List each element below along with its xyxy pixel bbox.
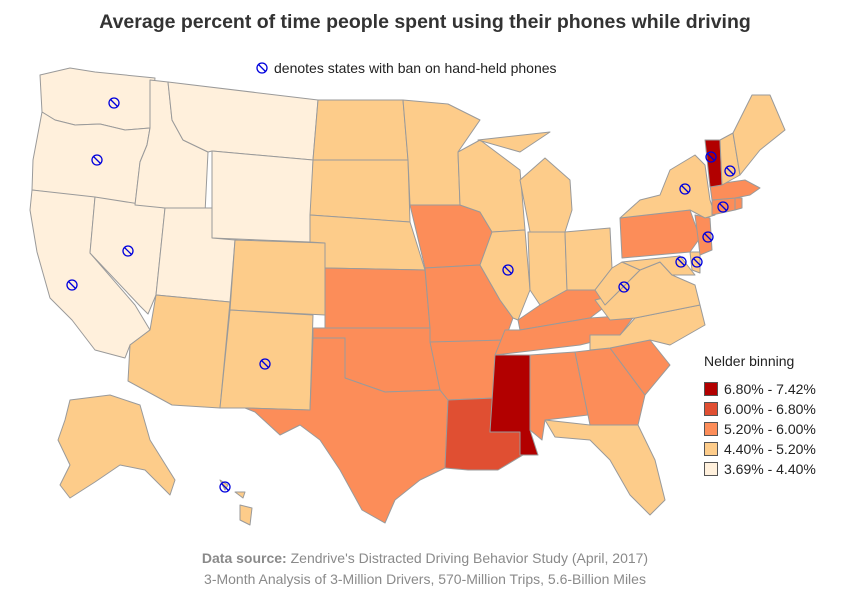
- state-az: [127, 294, 231, 409]
- ban-symbol-icon: [256, 62, 268, 74]
- legend-item-bin-5: 3.69% - 4.40%: [704, 460, 816, 478]
- ban-marker-wa: [108, 97, 120, 109]
- legend-title: Nelder binning: [704, 353, 795, 369]
- state-tx: [244, 337, 449, 524]
- legend-swatch: [704, 442, 718, 456]
- footer-source-label: Data source:: [201, 550, 287, 566]
- legend-swatch: [704, 462, 718, 476]
- legend: Nelder binning 6.80% - 7.42% 6.00% - 6.8…: [704, 353, 816, 480]
- state-tn: [494, 314, 636, 356]
- state-ia: [409, 204, 493, 269]
- legend-item-label: 6.80% - 7.42%: [724, 381, 816, 397]
- state-ne: [309, 214, 426, 271]
- state-il: [479, 229, 531, 321]
- legend-swatch: [704, 402, 718, 416]
- state-sd: [309, 159, 411, 223]
- ban-markers-layer: [66, 97, 736, 493]
- footer-source-text: Zendrive's Distracted Driving Behavior S…: [286, 550, 649, 566]
- legend-item-bin-2: 6.00% - 6.80%: [704, 400, 816, 418]
- ban-marker-ca: [66, 279, 78, 291]
- footer-stats-line: 3-Month Analysis of 3-Million Drivers, 5…: [204, 571, 646, 587]
- ban-marker-nj: [702, 231, 714, 243]
- legend-item-label: 4.40% - 5.20%: [724, 441, 816, 457]
- ban-legend-text: denotes states with ban on hand-held pho…: [274, 60, 557, 76]
- legend-item-bin-4: 4.40% - 5.20%: [704, 440, 816, 458]
- legend-item-bin-1: 6.80% - 7.42%: [704, 380, 816, 398]
- state-wy: [211, 150, 314, 243]
- states-layer: [29, 67, 786, 526]
- state-nm: [219, 309, 314, 411]
- state-co: [229, 239, 326, 316]
- ban-marker-de: [691, 256, 703, 268]
- ban-marker-md: [675, 256, 687, 268]
- state-ri: [734, 197, 743, 211]
- chart-title: Average percent of time people spent usi…: [99, 11, 751, 33]
- legend-swatch: [704, 382, 718, 396]
- state-me: [732, 94, 786, 176]
- legend-item-label: 6.00% - 6.80%: [724, 401, 816, 417]
- ban-marker-ct: [717, 201, 729, 213]
- ban-marker-ny: [679, 183, 691, 195]
- legend-swatch: [704, 422, 718, 436]
- legend-item-label: 5.20% - 6.00%: [724, 421, 816, 437]
- ban-marker-wv: [618, 281, 630, 293]
- state-fl: [544, 419, 666, 516]
- ban-marker-nh: [724, 165, 736, 177]
- ban-marker-nm: [259, 358, 271, 370]
- ban-marker-hi: [219, 481, 231, 493]
- state-ny: [619, 154, 716, 219]
- ban-marker-nv: [122, 245, 134, 257]
- state-nd: [312, 99, 409, 161]
- state-pa: [619, 209, 701, 259]
- ban-marker-or: [91, 154, 103, 166]
- ban-marker-il: [502, 264, 514, 276]
- legend-item-bin-3: 5.20% - 6.00%: [704, 420, 816, 438]
- state-ak: [57, 394, 176, 499]
- ban-legend-note: denotes states with ban on hand-held pho…: [256, 58, 557, 78]
- ban-marker-vt: [705, 151, 717, 163]
- state-ks: [324, 267, 431, 329]
- legend-item-label: 3.69% - 4.40%: [724, 461, 816, 477]
- footer-source-line: Data source: Zendrive's Distracted Drivi…: [0, 548, 850, 569]
- footer: Data source: Zendrive's Distracted Drivi…: [0, 548, 850, 590]
- state-nc: [589, 304, 706, 351]
